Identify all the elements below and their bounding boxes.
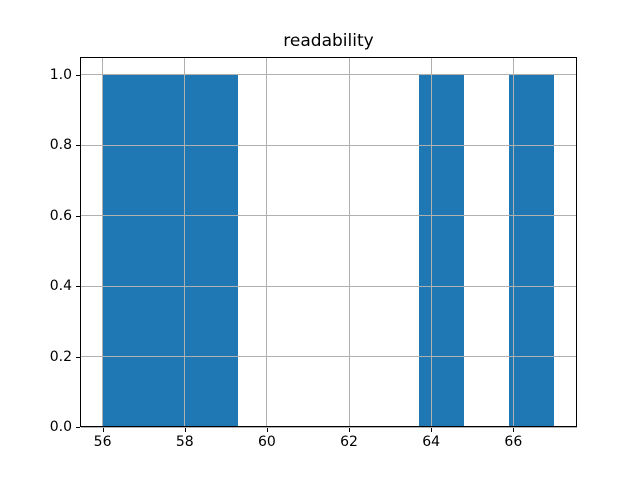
histogram-bar <box>418 74 465 427</box>
x-gridline <box>512 58 514 427</box>
x-gridline <box>266 58 268 427</box>
y-gridline <box>81 74 577 76</box>
x-tick-label: 56 <box>93 434 112 450</box>
x-tick-mark <box>184 428 186 432</box>
x-gridline <box>348 58 350 427</box>
x-gridline <box>184 58 186 427</box>
histogram-bar <box>147 74 193 427</box>
x-tick-label: 58 <box>175 434 194 450</box>
y-tick-mark <box>76 145 80 147</box>
x-tick-mark <box>431 428 433 432</box>
x-tick-label: 60 <box>257 434 276 450</box>
histogram-bar <box>102 74 148 427</box>
y-gridline <box>81 215 577 217</box>
x-tick-label: 64 <box>422 434 441 450</box>
y-tick-mark <box>76 356 80 358</box>
y-tick-mark <box>76 286 80 288</box>
y-gridline <box>81 285 577 287</box>
y-tick-mark <box>76 74 80 76</box>
x-tick-label: 62 <box>340 434 358 450</box>
y-tick-label: 0.4 <box>49 278 72 295</box>
x-tick-mark <box>266 428 268 432</box>
x-tick-mark <box>349 428 351 432</box>
y-gridline <box>81 426 577 428</box>
x-tick-label: 66 <box>504 434 523 450</box>
y-tick-mark <box>76 215 80 217</box>
y-tick-label: 0.2 <box>49 348 72 365</box>
x-gridline <box>102 58 104 427</box>
y-gridline <box>81 356 577 358</box>
histogram-bar <box>192 74 239 427</box>
x-gridline <box>430 58 432 427</box>
y-tick-label: 0.0 <box>49 419 72 435</box>
y-gridline <box>81 144 577 146</box>
y-tick-label: 0.6 <box>49 207 72 224</box>
x-tick-mark <box>102 428 104 432</box>
x-tick-mark <box>513 428 515 432</box>
chart-title: readability <box>283 31 374 51</box>
y-tick-label: 1.0 <box>49 66 72 83</box>
y-tick-label: 0.8 <box>49 137 72 154</box>
histogram-bar <box>509 74 555 427</box>
y-tick-mark <box>76 427 80 428</box>
